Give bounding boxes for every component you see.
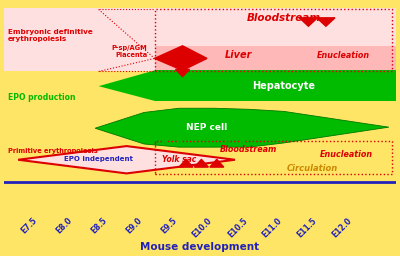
Polygon shape bbox=[154, 46, 396, 90]
Text: Enucleation: Enucleation bbox=[320, 150, 374, 159]
Polygon shape bbox=[194, 159, 208, 167]
Polygon shape bbox=[317, 18, 335, 26]
Text: Yolk sac: Yolk sac bbox=[162, 155, 196, 164]
Text: Hepatocyte: Hepatocyte bbox=[252, 81, 316, 91]
Text: Liver: Liver bbox=[224, 50, 252, 60]
Polygon shape bbox=[179, 159, 193, 167]
Polygon shape bbox=[4, 8, 396, 71]
X-axis label: Mouse development: Mouse development bbox=[140, 242, 260, 252]
Polygon shape bbox=[176, 69, 190, 77]
Text: Bloodstream: Bloodstream bbox=[247, 13, 321, 23]
Text: Enucleation: Enucleation bbox=[317, 51, 370, 60]
Text: Bloodstream: Bloodstream bbox=[220, 145, 278, 154]
Polygon shape bbox=[154, 70, 396, 101]
Text: EPO independent: EPO independent bbox=[64, 156, 133, 162]
Text: EPO production: EPO production bbox=[8, 93, 75, 102]
Polygon shape bbox=[18, 146, 235, 173]
Text: Embryonic definitive
erythropoiesis: Embryonic definitive erythropoiesis bbox=[8, 29, 92, 42]
Polygon shape bbox=[95, 108, 389, 147]
Polygon shape bbox=[98, 70, 396, 101]
Text: NEP cell: NEP cell bbox=[186, 123, 228, 132]
Text: P-sp/AGM
Placenta: P-sp/AGM Placenta bbox=[112, 45, 148, 58]
Polygon shape bbox=[210, 159, 224, 167]
Text: Primitive erythropoiesis: Primitive erythropoiesis bbox=[8, 148, 98, 154]
Text: Circulation: Circulation bbox=[286, 164, 338, 173]
Polygon shape bbox=[299, 18, 318, 26]
Polygon shape bbox=[154, 46, 207, 70]
